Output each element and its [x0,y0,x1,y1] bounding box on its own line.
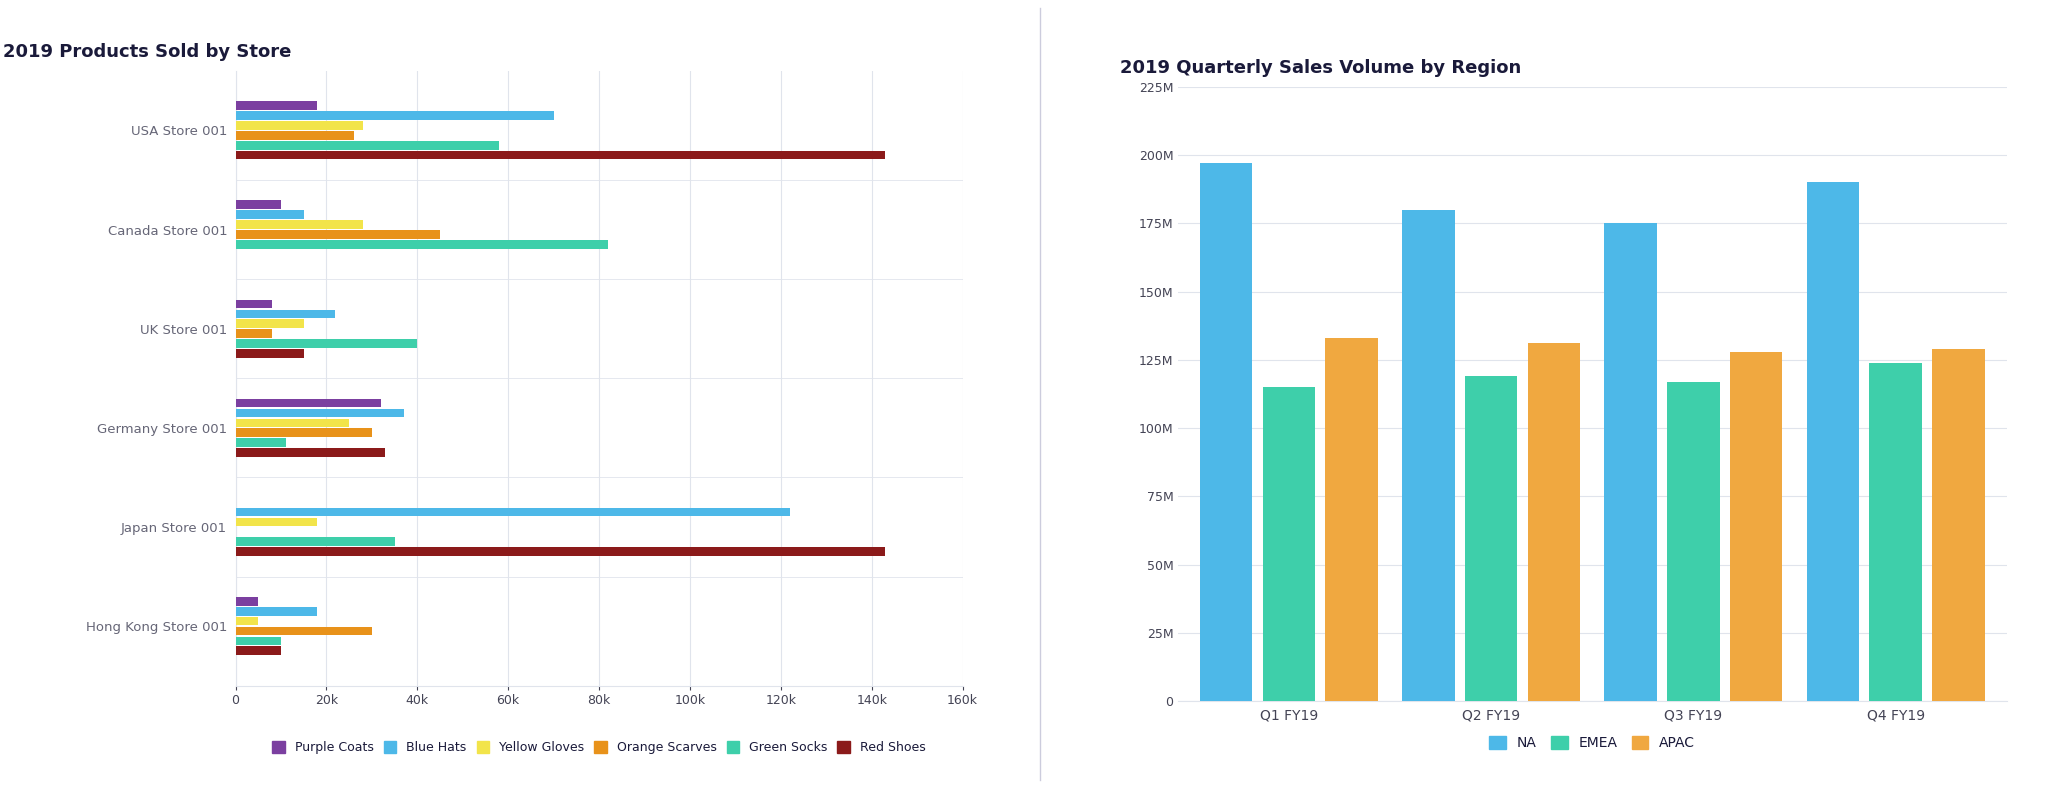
Bar [236,448,385,457]
Bar [1200,163,1253,701]
Bar [236,626,373,635]
Bar [236,637,281,645]
Bar [236,329,272,338]
Bar [236,121,362,130]
Bar [1604,223,1657,701]
Bar [1262,387,1315,701]
Bar [236,221,362,229]
Bar [1931,349,1985,701]
Bar [236,438,285,447]
Bar [236,210,303,219]
Bar [236,418,348,427]
Bar [1403,210,1454,701]
Bar [236,518,317,526]
Text: 2019 Products Sold by Store: 2019 Products Sold by Store [2,43,291,61]
Bar [236,349,303,358]
Bar [236,230,440,239]
Bar [236,597,258,606]
Bar [236,507,791,516]
Bar [236,299,272,308]
Bar [236,646,281,655]
Bar [1325,338,1378,701]
Bar [1528,344,1581,701]
Bar [1806,182,1860,701]
Bar [236,429,373,437]
Legend: Purple Coats, Blue Hats, Yellow Gloves, Orange Scarves, Green Socks, Red Shoes: Purple Coats, Blue Hats, Yellow Gloves, … [268,736,930,759]
Bar [236,240,608,249]
Bar [236,310,336,318]
Bar [236,339,418,348]
Bar [1667,381,1720,701]
Legend: NA, EMEA, APAC: NA, EMEA, APAC [1483,730,1702,756]
Bar [1870,362,1923,701]
Bar [236,399,381,407]
Bar [236,200,281,209]
Bar [236,548,885,556]
Bar [236,111,553,120]
Bar [236,617,258,626]
Bar [236,141,500,150]
Text: 2019 Quarterly Sales Volume by Region: 2019 Quarterly Sales Volume by Region [1120,59,1522,76]
Bar [236,607,317,615]
Bar [236,319,303,328]
Bar [1731,351,1782,701]
Bar [1464,376,1518,701]
Bar [236,537,395,546]
Bar [236,151,885,159]
Bar [236,131,354,139]
Bar [236,409,403,418]
Bar [236,102,317,110]
